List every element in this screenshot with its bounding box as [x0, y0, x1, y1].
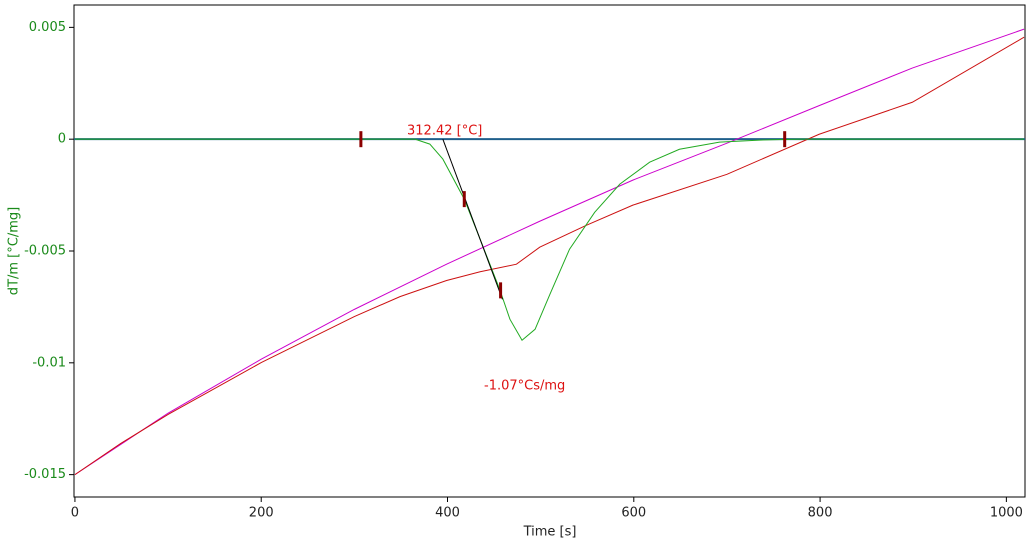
x-tick-label: 800	[808, 506, 833, 521]
series-line	[74, 36, 1025, 476]
marker	[462, 191, 466, 208]
y-axis-label: dT/m [°C/mg]	[7, 207, 22, 295]
marker	[499, 282, 503, 299]
onset-annotation: 312.42 [°C]	[407, 124, 482, 139]
series-line	[74, 138, 1025, 341]
x-tick-label: 1000	[990, 506, 1023, 521]
x-tick-label: 400	[435, 506, 460, 521]
x-tick-label: 0	[71, 506, 79, 521]
plot-frame	[73, 4, 1026, 498]
y-tick-label: -0.015	[24, 467, 66, 482]
marker	[783, 131, 787, 148]
x-tick-label: 200	[249, 506, 274, 521]
y-tick-label: 0	[58, 132, 66, 147]
tangent-line	[442, 139, 503, 300]
area-annotation: -1.07°Cs/mg	[484, 379, 565, 394]
y-tick-label: -0.01	[32, 355, 66, 370]
y-tick-label: -0.005	[24, 244, 66, 259]
marker	[359, 131, 363, 148]
y-tick-label: 0.005	[29, 20, 66, 35]
x-tick-label: 600	[621, 506, 646, 521]
x-axis-label: Time [s]	[523, 525, 577, 540]
series-line	[74, 28, 1025, 476]
